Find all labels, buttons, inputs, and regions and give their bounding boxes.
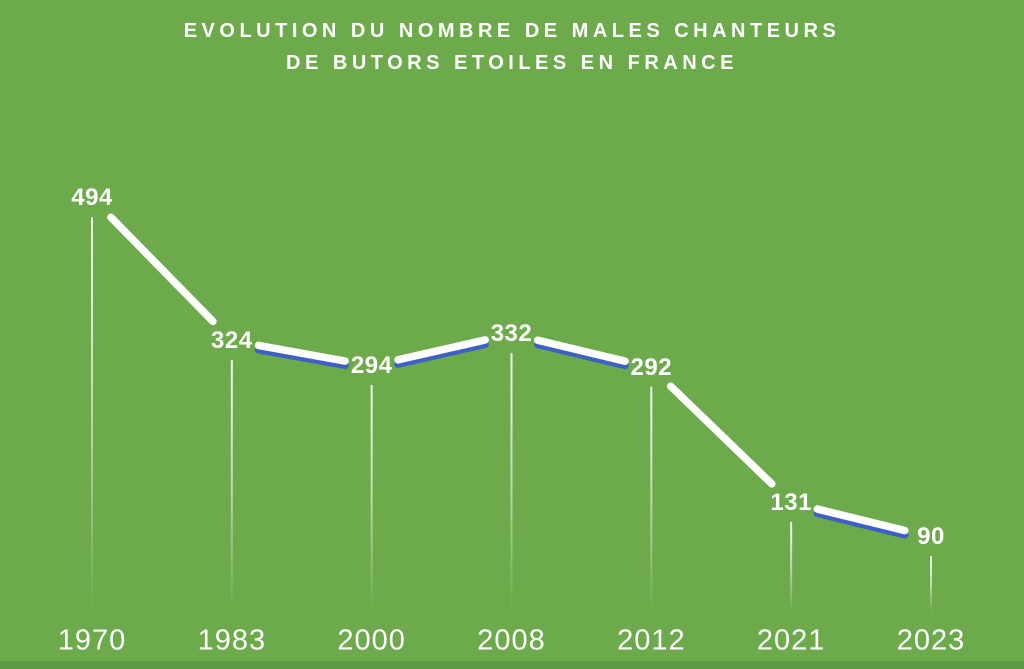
guide-line <box>929 556 932 613</box>
x-axis-label: 1970 <box>57 624 127 657</box>
data-point-label: 90 <box>917 523 945 550</box>
x-axis-label: 1983 <box>197 624 267 657</box>
x-axis-label: 2021 <box>756 624 826 657</box>
footer-strip <box>0 661 1024 669</box>
guide-lines-group <box>91 217 932 613</box>
data-point-label: 294 <box>350 351 393 379</box>
line-shadows-group <box>254 340 909 539</box>
data-point-label: 131 <box>770 488 812 516</box>
guide-line <box>370 384 373 613</box>
x-axis-label: 2023 <box>896 624 966 657</box>
guide-line <box>790 521 793 613</box>
line-segment <box>534 336 629 365</box>
chart-title-line2: DE BUTORS ETOILES EN FRANCE <box>286 52 738 74</box>
line-segment-shadow <box>813 509 909 539</box>
line-segment <box>666 382 776 488</box>
line-segment <box>813 505 909 535</box>
line-segment-shadow <box>254 345 349 370</box>
guide-line <box>510 352 513 613</box>
x-axis-label: 2000 <box>337 624 406 657</box>
data-point-label: 324 <box>211 326 253 354</box>
line-segment-shadow <box>534 340 629 370</box>
line-segment <box>254 341 349 365</box>
line-segment <box>107 213 217 326</box>
data-point-label: 332 <box>490 319 533 347</box>
line-segment <box>394 336 489 364</box>
chart-title-line1: EVOLUTION DU NOMBRE DE MALES CHANTEURS <box>183 20 841 42</box>
x-axis-label: 2012 <box>617 624 686 657</box>
chart-title: EVOLUTION DU NOMBRE DE MALES CHANTEURS D… <box>0 15 1024 79</box>
line-segment-shadow <box>394 340 489 368</box>
guide-line <box>650 386 653 613</box>
guide-line <box>230 359 233 613</box>
data-point-label: 494 <box>71 184 113 211</box>
data-point-label: 292 <box>630 353 673 381</box>
line-segments-group <box>107 213 909 535</box>
x-axis-label: 2008 <box>477 624 546 657</box>
guide-line <box>91 217 93 613</box>
